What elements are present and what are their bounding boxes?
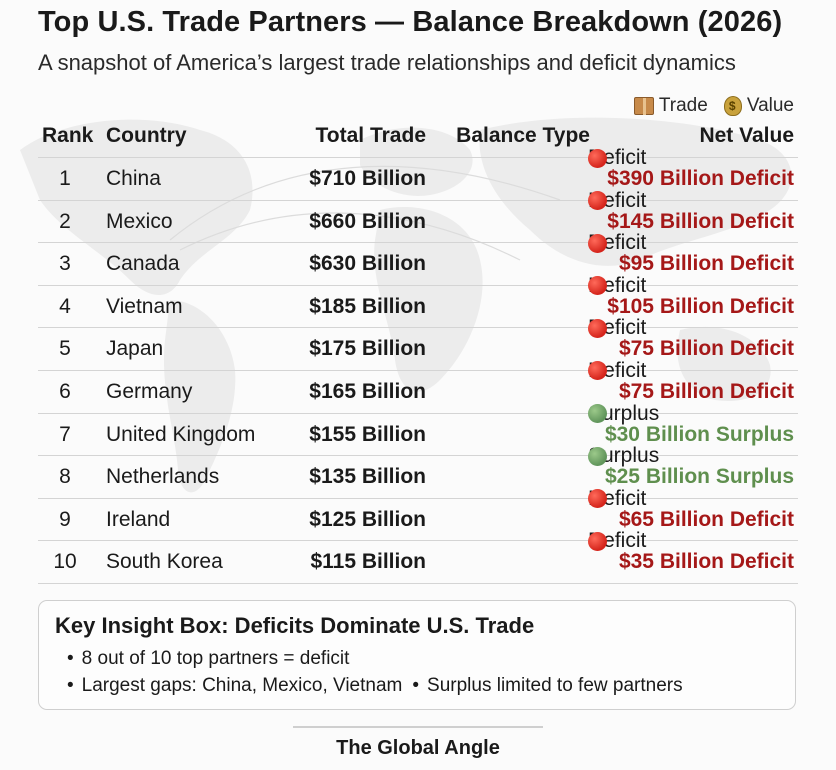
header-net-value: Net Value [699,124,794,147]
cell-net-value: $30 Billion Surplus [604,422,794,446]
table-row: 7 United Kingdom $155 Billion Surplus $30 Bi… [38,402,798,457]
header-country: Country [106,124,187,147]
cell-rank: 7 [59,422,71,446]
cell-rank: 1 [59,167,71,190]
insight-point-2: Largest gaps: China, Mexico, Vietnam [67,672,403,699]
page-subtitle: A snapshot of America’s largest trade re… [38,50,736,75]
red-circle-icon [588,318,607,338]
red-circle-icon [588,233,607,253]
insight-line-2: Largest gaps: China, Mexico, Vietnam Sur… [55,672,779,699]
table-row: 6 Germany $165 Billion Deficit $75 Billion D… [38,359,798,414]
balance-type-label: Surplus [588,401,660,425]
footer-divider [293,726,543,728]
cell-net-value: $65 Billion Deficit [618,507,794,531]
legend-trade: Trade [633,95,708,117]
table-row: 5 Japan $175 Billion Deficit $75 Billion Def… [38,316,798,371]
cell-country: Japan [106,337,164,361]
cell-total-trade: $710 Billion [309,167,426,190]
header-rank: Rank [42,124,94,147]
green-circle-icon [588,404,607,424]
cell-total-trade: $155 Billion [309,422,426,446]
cell-total-trade: $125 Billion [309,507,426,531]
table-header: Rank Country Total Trade Balance Type Ne… [38,124,798,156]
cell-total-trade: $135 Billion [309,465,426,489]
cell-rank: 6 [59,379,71,403]
insight-line-1: 8 out of 10 top partners = deficit [55,645,779,672]
cell-total-trade: $630 Billion [309,252,426,276]
table-row: 4 Vietnam $185 Billion Deficit $105 Billion … [38,274,798,329]
red-circle-icon [588,361,607,381]
cell-country: Canada [106,252,180,276]
cell-rank: 8 [59,465,71,489]
key-insight-box: Key Insight Box: Deficits Dominate U.S. … [38,600,796,710]
cell-total-trade: $660 Billion [309,209,426,233]
header-total-trade: Total Trade [315,124,426,147]
header-balance-type: Balance Type [456,124,590,147]
cell-net-value: $105 Billion Deficit [607,294,794,318]
cell-country: Vietnam [106,294,183,318]
cell-country: Netherlands [106,465,220,489]
legend-value-label: Value [746,95,794,116]
table-row: 8 Netherlands $135 Billion Surplus $25 Billi… [38,444,798,499]
red-circle-icon [588,276,607,296]
red-circle-icon [588,148,607,168]
cell-rank: 9 [59,507,71,531]
red-circle-icon [588,191,607,211]
cell-rank: 10 [53,550,77,574]
cell-rank: 2 [59,209,71,233]
legend-value: Value [723,95,794,117]
cell-country: Mexico [106,209,173,233]
table-row: 9 Ireland $125 Billion Deficit $65 Billion D… [38,487,798,542]
trade-table: 1 China $710 Billion Deficit $390 Billion De… [38,146,798,584]
cell-rank: 3 [59,252,71,276]
table-row: 3 Canada $630 Billion Deficit $95 Billion De… [38,231,798,286]
insight-point-1: 8 out of 10 top partners = deficit [67,645,350,672]
cell-country: Ireland [106,507,171,531]
footer-brand: The Global Angle [336,737,500,759]
cell-country: United Kingdom [106,422,256,446]
money-bag-icon [723,96,742,116]
table-row: 1 China $710 Billion Deficit $390 Billion De… [38,146,798,201]
package-box-icon [633,97,654,115]
red-circle-icon [588,489,607,509]
table-row: 10 South Korea $115 Billion Deficit $35 Bill… [38,529,798,584]
cell-total-trade: $175 Billion [309,337,426,361]
cell-net-value: $35 Billion Deficit [618,550,794,574]
cell-country: South Korea [106,550,223,574]
cell-country: Germany [106,379,193,403]
legend: Trade Value [633,95,794,117]
cell-total-trade: $165 Billion [309,379,426,403]
red-circle-icon [588,531,607,551]
table-row: 2 Mexico $660 Billion Deficit $145 Billion D… [38,189,798,244]
green-circle-icon [588,446,607,466]
cell-rank: 4 [59,294,71,318]
cell-total-trade: $115 Billion [310,550,426,574]
insight-title: Key Insight Box: Deficits Dominate U.S. … [55,613,535,638]
cell-country: China [106,167,161,190]
cell-net-value: $25 Billion Surplus [604,465,794,489]
balance-type-label: Surplus [588,444,660,468]
page-title: Top U.S. Trade Partners — Balance Breakd… [38,6,783,38]
legend-trade-label: Trade [658,95,708,116]
insight-point-3: Surplus limited to few partners [412,672,683,699]
cell-rank: 5 [59,337,71,361]
cell-total-trade: $185 Billion [309,294,426,318]
